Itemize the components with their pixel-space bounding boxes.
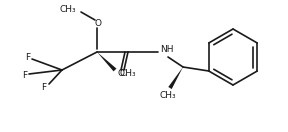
Text: CH₃: CH₃ xyxy=(59,6,76,15)
Text: O: O xyxy=(94,20,101,29)
Text: F: F xyxy=(41,84,47,93)
Text: NH: NH xyxy=(160,44,173,53)
Text: CH₃: CH₃ xyxy=(160,91,176,100)
Polygon shape xyxy=(97,52,116,71)
Text: F: F xyxy=(22,70,28,79)
Text: CH₃: CH₃ xyxy=(120,70,137,79)
Text: O: O xyxy=(118,70,124,79)
Text: F: F xyxy=(25,53,31,62)
Polygon shape xyxy=(168,67,183,89)
